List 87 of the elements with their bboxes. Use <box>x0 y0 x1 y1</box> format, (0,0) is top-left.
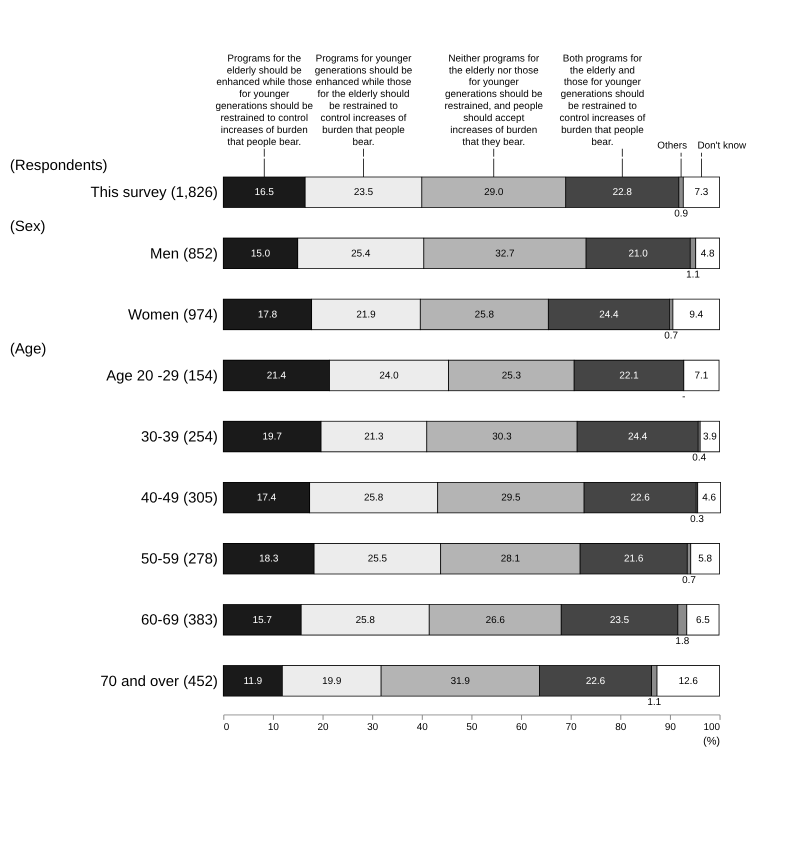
x-tick-label: 40 <box>416 722 428 733</box>
data-label: 5.8 <box>698 554 713 565</box>
data-label: 21.0 <box>628 248 648 260</box>
data-label: 21.6 <box>624 554 644 565</box>
data-label: 4.8 <box>700 248 716 260</box>
text: (Sex) <box>10 219 46 236</box>
data-label: 11.9 <box>244 676 263 687</box>
x-tick-label: 60 <box>516 722 528 733</box>
x-tick-label: 100 <box>704 722 721 733</box>
text: Others <box>657 140 688 152</box>
y-tick-label: Men (852) <box>150 246 218 262</box>
data-label: 23.5 <box>610 614 630 626</box>
data-label: 22.6 <box>630 492 650 504</box>
text: Programs for younger generations should be enhanced while those for the elderly should be restrained to control increases of burden that people bear. <box>314 53 413 148</box>
data-label: 17.8 <box>258 309 278 320</box>
data-label: 1.1 <box>686 270 700 281</box>
data-label: 15.0 <box>250 248 271 260</box>
y-tick-label: 60-69 (383) <box>140 612 218 629</box>
x-tick-label: 70 <box>566 722 578 733</box>
x-tick-label: 0 <box>224 722 230 733</box>
data-label: 25.4 <box>351 248 371 260</box>
data-label: 22.8 <box>612 187 632 198</box>
y-tick-label: Women (974) <box>128 307 218 324</box>
data-label: 21.3 <box>364 432 384 443</box>
data-label: 22.6 <box>586 676 606 687</box>
data-label: 12.6 <box>678 676 698 687</box>
data-label: 9.4 <box>689 309 704 320</box>
x-tick-label: 50 <box>466 722 478 733</box>
data-label: 15.7 <box>252 614 272 626</box>
bar <box>700 420 720 452</box>
data-label: 31.9 <box>450 676 470 687</box>
data-label: 21.4 <box>266 370 287 382</box>
y-tick-label: 70 and over (452) <box>100 674 218 690</box>
bar <box>690 543 720 574</box>
data-label: 22.1 <box>619 370 640 382</box>
x-tick-label: 20 <box>318 722 330 733</box>
data-label: 28.1 <box>500 554 521 565</box>
data-label: 24.4 <box>599 309 620 320</box>
text: Neither programs for the elderly nor those for younger generations should be restrained, and people should accept increases of burden that they bear. <box>444 53 544 148</box>
data-label: 16.5 <box>254 187 274 198</box>
y-tick-label: 50-59 (278) <box>140 552 218 568</box>
text: Don't know <box>697 140 747 152</box>
data-label: 23.5 <box>354 187 374 198</box>
data-label: 0.3 <box>690 514 704 525</box>
data-label: 4.6 <box>702 492 716 504</box>
data-label: 0.7 <box>682 574 696 586</box>
data-label: 26.6 <box>486 614 506 626</box>
data-label: 24.4 <box>628 432 648 443</box>
data-label: 19.7 <box>262 432 282 443</box>
data-label: 18.3 <box>259 554 279 565</box>
data-label: 21.9 <box>356 309 376 320</box>
y-tick-label: Age 20 -29 (154) <box>106 368 218 384</box>
text: (Respondents) <box>10 158 108 174</box>
data-label: 0.9 <box>674 208 688 220</box>
data-label: 32.7 <box>495 248 516 260</box>
data-label: 0.4 <box>692 452 707 464</box>
x-tick-label: 90 <box>664 722 676 733</box>
data-label: 7.3 <box>694 187 709 198</box>
x-tick-label: 30 <box>367 722 379 733</box>
data-label: 19.9 <box>322 676 342 687</box>
data-label: 24.0 <box>379 370 400 382</box>
data-label: 25.8 <box>364 492 384 504</box>
data-label: 3.9 <box>702 432 718 443</box>
text: Both programs for the elderly and those for younger generations should be restrained to control increases of burden that people bear. <box>559 53 646 148</box>
x-tick-label: 10 <box>268 722 280 733</box>
data-label: 7.1 <box>694 370 709 382</box>
data-label: 25.8 <box>356 614 376 626</box>
data-label: 25.5 <box>368 554 388 565</box>
data-label: 29.0 <box>484 187 504 198</box>
x-axis-title: (%) <box>703 736 720 748</box>
text: (Age) <box>10 341 46 358</box>
x-tick-label: 80 <box>615 722 627 733</box>
y-tick-label: This survey (1,826) <box>90 185 218 202</box>
data-label: 30.3 <box>492 432 512 443</box>
data-label: 29.5 <box>501 492 522 504</box>
data-label: 25.8 <box>474 309 494 320</box>
text: Programs for the elderly should be enhanced while those for younger generations should be restrained to control increases of burden that people bear. <box>215 53 314 148</box>
bar <box>672 298 720 330</box>
data-label: 25.3 <box>502 370 522 382</box>
data-label: 6.5 <box>696 614 710 626</box>
data-label: 1.1 <box>647 697 662 708</box>
y-tick-label: 40-49 (305) <box>140 490 218 507</box>
data-label: 0.7 <box>664 330 679 342</box>
data-label: 17.4 <box>256 492 277 504</box>
y-tick-label: 30-39 (254) <box>140 430 218 446</box>
text: - <box>682 392 686 403</box>
data-label: 1.8 <box>675 636 690 647</box>
